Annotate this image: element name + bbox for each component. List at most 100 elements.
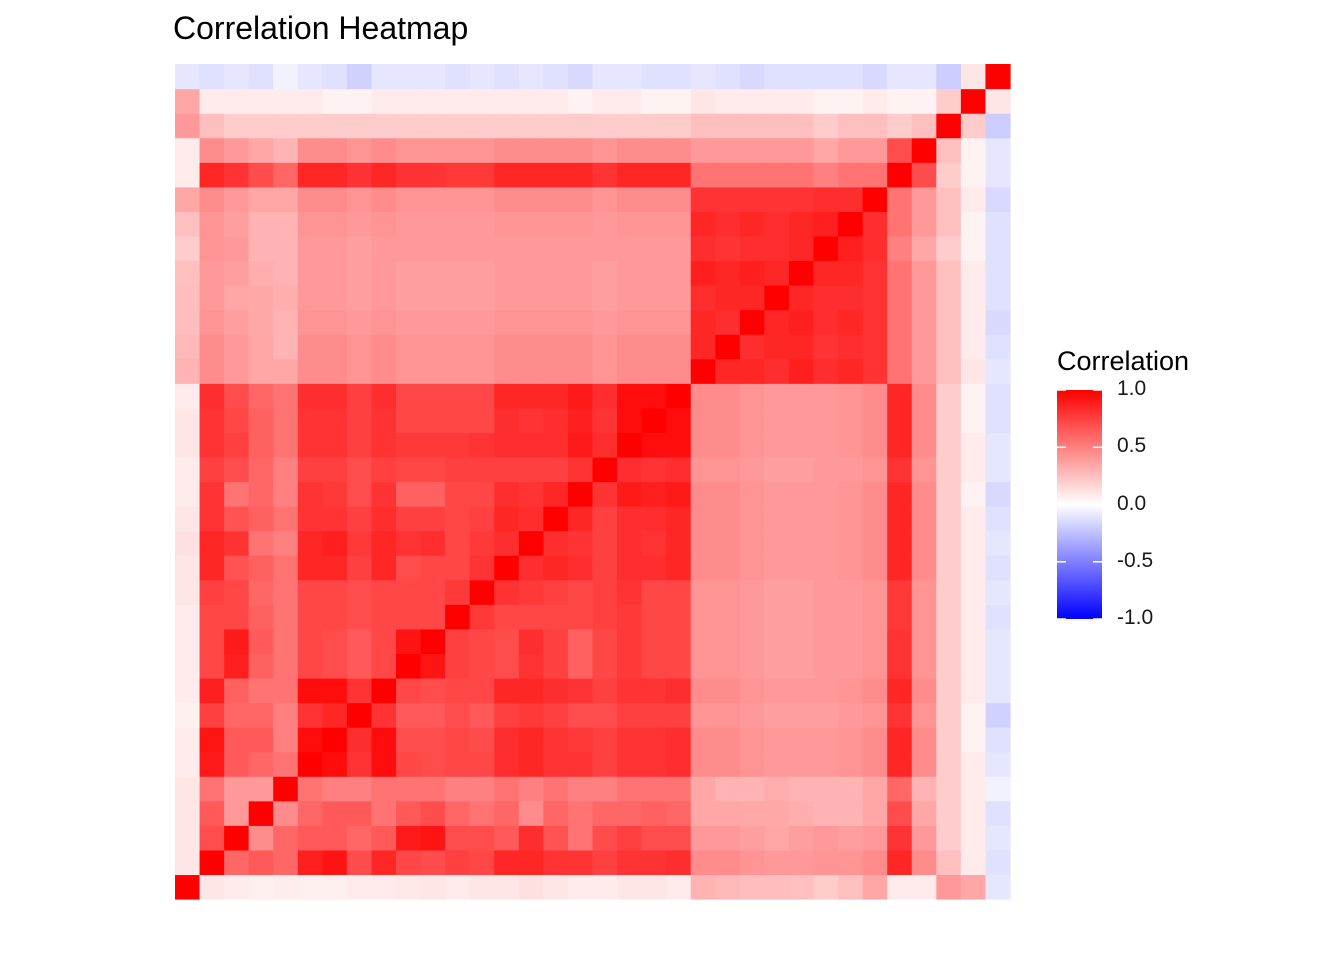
heatmap-cell — [469, 186, 495, 212]
heatmap-cell — [346, 481, 373, 507]
heatmap-cell — [592, 285, 618, 311]
heatmap-cell — [715, 677, 741, 704]
heatmap-cell — [641, 677, 667, 704]
heatmap-cell — [297, 628, 323, 655]
heatmap-cell — [764, 358, 790, 384]
heatmap-cell — [764, 211, 790, 237]
heatmap-cell — [911, 113, 937, 139]
heatmap-cell — [739, 309, 766, 335]
heatmap-cell — [494, 628, 520, 655]
heatmap-cell — [838, 383, 864, 409]
heatmap-cell — [690, 555, 716, 581]
heatmap-cell — [469, 702, 495, 728]
heatmap-cell — [985, 776, 1011, 802]
heatmap-cell — [469, 874, 495, 900]
heatmap-cell — [469, 579, 495, 605]
heatmap-cell — [641, 481, 667, 507]
heatmap-cell — [592, 383, 618, 409]
heatmap-cell — [887, 849, 913, 876]
heatmap-cell — [838, 677, 864, 704]
heatmap-cell — [617, 579, 643, 605]
heatmap-cell — [887, 604, 913, 630]
heatmap-cell — [862, 849, 888, 876]
heatmap-cell — [297, 727, 323, 753]
heatmap-cell — [666, 653, 692, 679]
heatmap-cell — [469, 481, 495, 507]
heatmap-cell — [199, 432, 225, 458]
heatmap-cell — [715, 506, 741, 532]
heatmap-cell — [960, 727, 987, 753]
heatmap-cell — [788, 407, 815, 433]
heatmap-cell — [985, 407, 1011, 433]
heatmap-cell — [617, 628, 643, 655]
heatmap-cell — [346, 383, 373, 409]
heatmap-cell — [911, 751, 937, 777]
heatmap-cell — [248, 260, 274, 286]
heatmap-cell — [936, 211, 962, 237]
heatmap-cell — [175, 677, 201, 704]
heatmap-cell — [420, 186, 446, 212]
heatmap-cell — [248, 874, 274, 900]
heatmap-cell — [690, 530, 716, 556]
heatmap-cell — [887, 874, 913, 900]
heatmap-cell — [788, 677, 815, 704]
heatmap-cell — [445, 285, 471, 311]
heatmap-cell — [543, 162, 569, 188]
heatmap-cell — [838, 481, 864, 507]
heatmap-cell — [322, 88, 348, 114]
heatmap-cell — [788, 432, 815, 458]
heatmap-cell — [469, 285, 495, 311]
heatmap-cell — [862, 162, 888, 188]
heatmap-cell — [641, 285, 667, 311]
heatmap-cell — [322, 530, 348, 556]
heatmap-cell — [273, 825, 299, 851]
heatmap-cell — [739, 702, 766, 728]
heatmap-cell — [739, 677, 766, 704]
heatmap-cell — [592, 64, 618, 90]
heatmap-cell — [420, 64, 446, 90]
heatmap-cell — [518, 432, 544, 458]
heatmap-cell — [469, 800, 495, 826]
heatmap-cell — [617, 88, 643, 114]
heatmap-cell — [936, 555, 962, 581]
heatmap-cell — [617, 506, 643, 532]
heatmap-cell — [420, 825, 446, 851]
heatmap-cell — [764, 874, 790, 900]
heatmap-cell — [739, 800, 766, 826]
heatmap-cell — [543, 727, 569, 753]
heatmap-cell — [396, 874, 422, 900]
heatmap-cell — [248, 604, 274, 630]
heatmap-cell — [960, 530, 987, 556]
heatmap-cell — [813, 530, 839, 556]
heatmap-cell — [199, 407, 225, 433]
heatmap-cell — [445, 456, 471, 483]
heatmap-cell — [445, 88, 471, 114]
heatmap-cell — [248, 628, 274, 655]
heatmap-cell — [371, 825, 397, 851]
heatmap-cell — [543, 555, 569, 581]
heatmap-cell — [224, 260, 250, 286]
heatmap-cell — [911, 530, 937, 556]
heatmap-cell — [224, 776, 250, 802]
heatmap-cell — [862, 604, 888, 630]
heatmap-cell — [346, 874, 373, 900]
heatmap-cell — [936, 260, 962, 286]
heatmap-cell — [371, 604, 397, 630]
heatmap-cell — [592, 260, 618, 286]
heatmap-cell — [617, 432, 643, 458]
heatmap-cell — [788, 874, 815, 900]
heatmap-cell — [911, 628, 937, 655]
heatmap-cell — [420, 383, 446, 409]
heatmap-cell — [224, 285, 250, 311]
heatmap-cell — [420, 874, 446, 900]
heatmap-cell — [371, 334, 397, 360]
heatmap-cell — [567, 211, 594, 237]
heatmap-cell — [838, 751, 864, 777]
heatmap-cell — [469, 235, 495, 262]
heatmap-cell — [224, 407, 250, 433]
heatmap-cell — [248, 407, 274, 433]
heatmap-cell — [273, 800, 299, 826]
heatmap-cell — [445, 604, 471, 630]
heatmap-cell — [960, 604, 987, 630]
heatmap-cell — [371, 432, 397, 458]
